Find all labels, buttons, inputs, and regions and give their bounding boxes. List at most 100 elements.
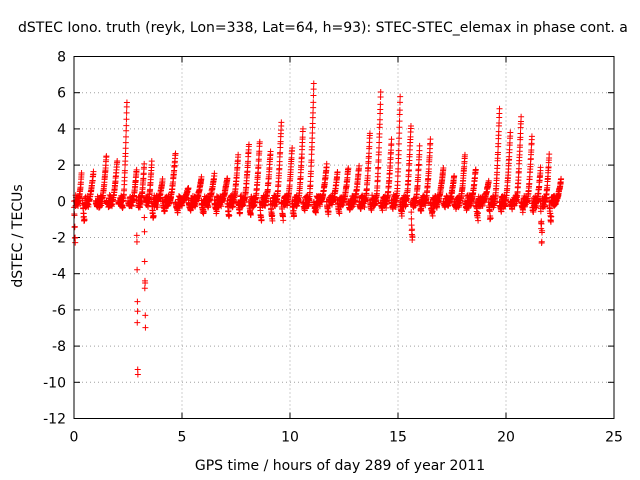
- data-point: [134, 308, 141, 315]
- data-point: [71, 223, 78, 230]
- data-point: [518, 113, 525, 120]
- data-point: [548, 213, 555, 220]
- data-point: [323, 160, 330, 167]
- data-point: [487, 215, 494, 222]
- data-point: [213, 208, 220, 215]
- data-point: [345, 165, 352, 172]
- data-point: [517, 142, 524, 149]
- data-point: [396, 118, 403, 125]
- x-tick-label: 25: [605, 430, 623, 446]
- y-tick-label: -12: [43, 412, 66, 428]
- data-point: [528, 147, 535, 154]
- data-point: [141, 258, 148, 265]
- data-point: [122, 133, 129, 140]
- data-point: [245, 141, 252, 148]
- x-tick-label: 15: [389, 430, 407, 446]
- data-point: [90, 168, 97, 175]
- data-point: [427, 136, 434, 143]
- data-point: [307, 168, 314, 175]
- data-point: [409, 226, 416, 233]
- data-points: [71, 80, 565, 378]
- data-point: [122, 139, 129, 146]
- data-point: [407, 122, 414, 129]
- data-point: [224, 175, 231, 182]
- data-point: [475, 217, 482, 224]
- data-point: [258, 216, 265, 223]
- data-point: [141, 228, 148, 235]
- data-point: [198, 173, 205, 180]
- data-point: [277, 149, 284, 156]
- data-point: [461, 151, 468, 158]
- data-point: [123, 99, 130, 106]
- data-point: [226, 212, 233, 219]
- data-point: [537, 164, 544, 171]
- data-point: [472, 166, 479, 173]
- data-point: [395, 165, 402, 172]
- data-point: [237, 209, 244, 216]
- y-axis-label: dSTEC / TECUs: [10, 184, 26, 287]
- data-point: [81, 217, 88, 224]
- y-tick-label: -6: [52, 303, 66, 319]
- data-point: [494, 149, 501, 156]
- data-point: [309, 109, 316, 116]
- data-point: [485, 177, 492, 184]
- data-point: [538, 220, 545, 227]
- data-point: [121, 167, 128, 174]
- data-point: [361, 204, 368, 211]
- data-point: [123, 122, 130, 129]
- data-point: [291, 212, 298, 219]
- data-point: [495, 128, 502, 135]
- data-point: [397, 93, 404, 100]
- data-point: [411, 202, 418, 209]
- data-point: [440, 164, 447, 171]
- x-tick-label: 0: [70, 430, 79, 446]
- data-point: [123, 116, 130, 123]
- data-point: [114, 158, 121, 165]
- y-tick-label: -8: [52, 339, 66, 355]
- y-tick-label: 4: [57, 122, 66, 138]
- data-point: [269, 212, 276, 219]
- data-point: [299, 134, 306, 141]
- data-point: [495, 140, 502, 147]
- data-point: [546, 151, 553, 158]
- data-point: [142, 280, 149, 287]
- data-point: [256, 138, 263, 145]
- y-tick-label: 2: [57, 158, 66, 174]
- data-point: [429, 212, 436, 219]
- data-point: [267, 148, 274, 155]
- data-point: [247, 211, 254, 218]
- data-point: [356, 162, 363, 169]
- axis-ticks: -12 -10 -8 -6 -4 -2 0 2 4 6 8 0 5 10 15 20 25: [43, 50, 623, 446]
- y-tick-label: -10: [43, 375, 66, 391]
- data-point: [123, 109, 130, 116]
- data-point: [376, 130, 383, 137]
- data-point: [474, 210, 481, 217]
- grid: [74, 56, 614, 419]
- data-point: [72, 239, 79, 246]
- data-point: [309, 135, 316, 142]
- y-tick-label: -2: [52, 231, 66, 247]
- data-point: [310, 104, 317, 111]
- data-point: [394, 178, 401, 185]
- y-tick-label: -4: [52, 267, 66, 283]
- data-point: [375, 164, 382, 171]
- data-point: [142, 324, 149, 331]
- data-point: [376, 139, 383, 146]
- data-point: [280, 217, 287, 224]
- data-point: [134, 366, 141, 373]
- data-point: [396, 124, 403, 131]
- data-point: [123, 127, 130, 134]
- data-point: [200, 208, 207, 215]
- data-point: [211, 170, 218, 177]
- data-point: [408, 209, 415, 216]
- data-point: [137, 204, 144, 211]
- data-point: [528, 133, 535, 140]
- data-point: [299, 125, 306, 132]
- data-point: [558, 175, 565, 182]
- data-point: [396, 107, 403, 114]
- data-point: [376, 116, 383, 123]
- data-point: [159, 176, 166, 183]
- data-point: [269, 217, 276, 224]
- data-point: [133, 166, 140, 173]
